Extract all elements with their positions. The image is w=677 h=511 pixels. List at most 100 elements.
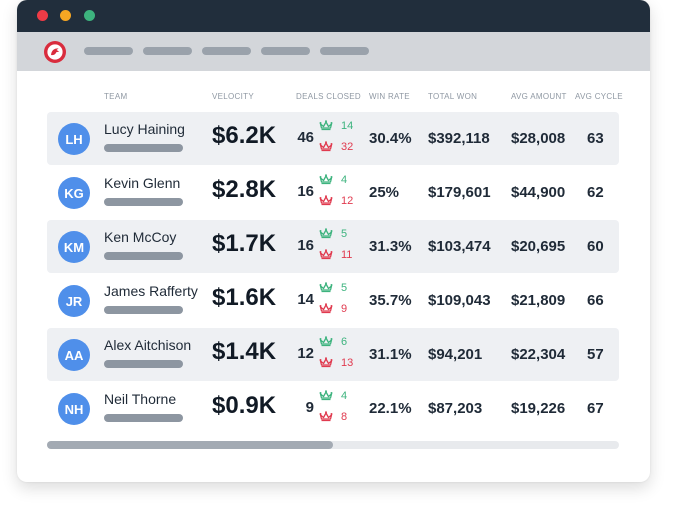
column-header-avg-cycle[interactable]: AVG CYCLE — [575, 92, 623, 101]
deals-closed-value: 14 — [297, 291, 314, 308]
member-name[interactable]: Neil Thorne — [104, 391, 177, 407]
crown-lost-icon — [319, 357, 333, 368]
scrollbar-thumb[interactable] — [47, 441, 333, 449]
member-name[interactable]: Lucy Haining — [104, 121, 185, 137]
win-rate-value: 31.3% — [369, 238, 412, 255]
velocity-value: $1.6K — [212, 284, 277, 311]
deals-lost-count: 12 — [341, 195, 354, 207]
brand-logo-icon[interactable] — [43, 40, 67, 64]
deals-closed-value: 9 — [305, 399, 314, 416]
column-header-deals-closed[interactable]: DEALS CLOSED — [296, 92, 361, 101]
win-rate-value: 30.4% — [369, 130, 412, 147]
maximize-window-button[interactable] — [84, 10, 95, 21]
avg-cycle-value: 66 — [587, 292, 604, 309]
avg-amount-value: $21,809 — [511, 292, 566, 309]
member-name[interactable]: Kevin Glenn — [104, 175, 181, 191]
table-row[interactable]: NH Neil Thorne $0.9K 9 4 8 22.1% $87,203… — [47, 382, 619, 435]
crown-lost-icon — [319, 249, 333, 260]
table-row[interactable]: KG Kevin Glenn $2.8K 16 4 12 25% $179,60… — [47, 166, 619, 219]
column-header-total-won[interactable]: TOTAL WON — [428, 92, 478, 101]
velocity-value: $2.8K — [212, 176, 277, 203]
column-header-team[interactable]: TEAM — [104, 92, 128, 101]
total-won-value: $179,601 — [428, 184, 491, 201]
nav-item-5[interactable] — [320, 47, 369, 55]
name-placeholder-bar — [104, 252, 183, 260]
avatar: AA — [58, 339, 90, 371]
name-placeholder-bar — [104, 306, 183, 314]
table-row[interactable]: AA Alex Aitchison $1.4K 12 6 13 31.1% $9… — [47, 328, 619, 381]
crown-won-icon — [319, 336, 333, 347]
avatar: NH — [58, 393, 90, 425]
member-name[interactable]: Alex Aitchison — [104, 337, 192, 353]
deals-won-count: 14 — [341, 120, 354, 132]
avg-cycle-value: 60 — [587, 238, 604, 255]
deals-won-count: 5 — [341, 282, 348, 294]
name-placeholder-bar — [104, 414, 183, 422]
win-rate-value: 25% — [369, 184, 400, 201]
member-name[interactable]: Ken McCoy — [104, 229, 177, 245]
name-placeholder-bar — [104, 144, 183, 152]
velocity-value: $6.2K — [212, 122, 277, 149]
nav-item-1[interactable] — [84, 47, 133, 55]
table-row[interactable]: JR James Rafferty $1.6K 14 5 9 35.7% $10… — [47, 274, 619, 327]
crown-lost-icon — [319, 195, 333, 206]
deals-lost-count: 8 — [341, 411, 348, 423]
deals-won-count: 4 — [341, 390, 348, 402]
name-placeholder-bar — [104, 360, 183, 368]
total-won-value: $87,203 — [428, 400, 483, 417]
deals-closed-value: 16 — [297, 237, 314, 254]
crown-won-icon — [319, 282, 333, 293]
column-header-win-rate[interactable]: WIN RATE — [369, 92, 410, 101]
avg-amount-value: $19,226 — [511, 400, 566, 417]
crown-lost-icon — [319, 303, 333, 314]
column-header-avg-amount[interactable]: AVG AMOUNT — [511, 92, 567, 101]
close-window-button[interactable] — [37, 10, 48, 21]
nav-item-4[interactable] — [261, 47, 310, 55]
column-header-velocity[interactable]: VELOCITY — [212, 92, 254, 101]
crown-lost-icon — [319, 411, 333, 422]
avatar: LH — [58, 123, 90, 155]
win-rate-value: 31.1% — [369, 346, 412, 363]
total-won-value: $109,043 — [428, 292, 491, 309]
avg-amount-value: $28,008 — [511, 130, 566, 147]
velocity-value: $0.9K — [212, 392, 277, 419]
nav-item-3[interactable] — [202, 47, 251, 55]
total-won-value: $94,201 — [428, 346, 483, 363]
avg-cycle-value: 62 — [587, 184, 604, 201]
avatar: KM — [58, 231, 90, 263]
horizontal-scrollbar[interactable] — [47, 441, 619, 449]
navigation-bar — [17, 32, 650, 71]
avg-amount-value: $44,900 — [511, 184, 566, 201]
velocity-value: $1.7K — [212, 230, 277, 257]
total-won-value: $103,474 — [428, 238, 491, 255]
member-name[interactable]: James Rafferty — [104, 283, 198, 299]
deals-won-count: 4 — [341, 174, 348, 186]
title-bar — [17, 0, 650, 32]
velocity-value: $1.4K — [212, 338, 277, 365]
avatar: JR — [58, 285, 90, 317]
table-row[interactable]: KM Ken McCoy $1.7K 16 5 11 31.3% $103,47… — [47, 220, 619, 273]
minimize-window-button[interactable] — [60, 10, 71, 21]
deals-lost-count: 13 — [341, 357, 354, 369]
crown-lost-icon — [319, 141, 333, 152]
deals-lost-count: 9 — [341, 303, 348, 315]
crown-won-icon — [319, 174, 333, 185]
deals-lost-count: 11 — [341, 249, 353, 261]
win-rate-value: 35.7% — [369, 292, 412, 309]
avg-cycle-value: 57 — [587, 346, 604, 363]
avg-cycle-value: 63 — [587, 130, 604, 147]
app-window: TEAM VELOCITY DEALS CLOSED WIN RATE TOTA… — [17, 0, 650, 482]
win-rate-value: 22.1% — [369, 400, 412, 417]
nav-item-2[interactable] — [143, 47, 192, 55]
total-won-value: $392,118 — [428, 130, 490, 147]
avatar: KG — [58, 177, 90, 209]
deals-closed-value: 46 — [297, 129, 314, 146]
table-row[interactable]: LH Lucy Haining $6.2K 46 14 32 30.4% $39… — [47, 112, 619, 165]
avg-amount-value: $20,695 — [511, 238, 566, 255]
deals-lost-count: 32 — [341, 141, 354, 153]
deals-won-count: 6 — [341, 336, 348, 348]
crown-won-icon — [319, 390, 333, 401]
crown-won-icon — [319, 120, 333, 131]
avg-amount-value: $22,304 — [511, 346, 566, 363]
crown-won-icon — [319, 228, 333, 239]
